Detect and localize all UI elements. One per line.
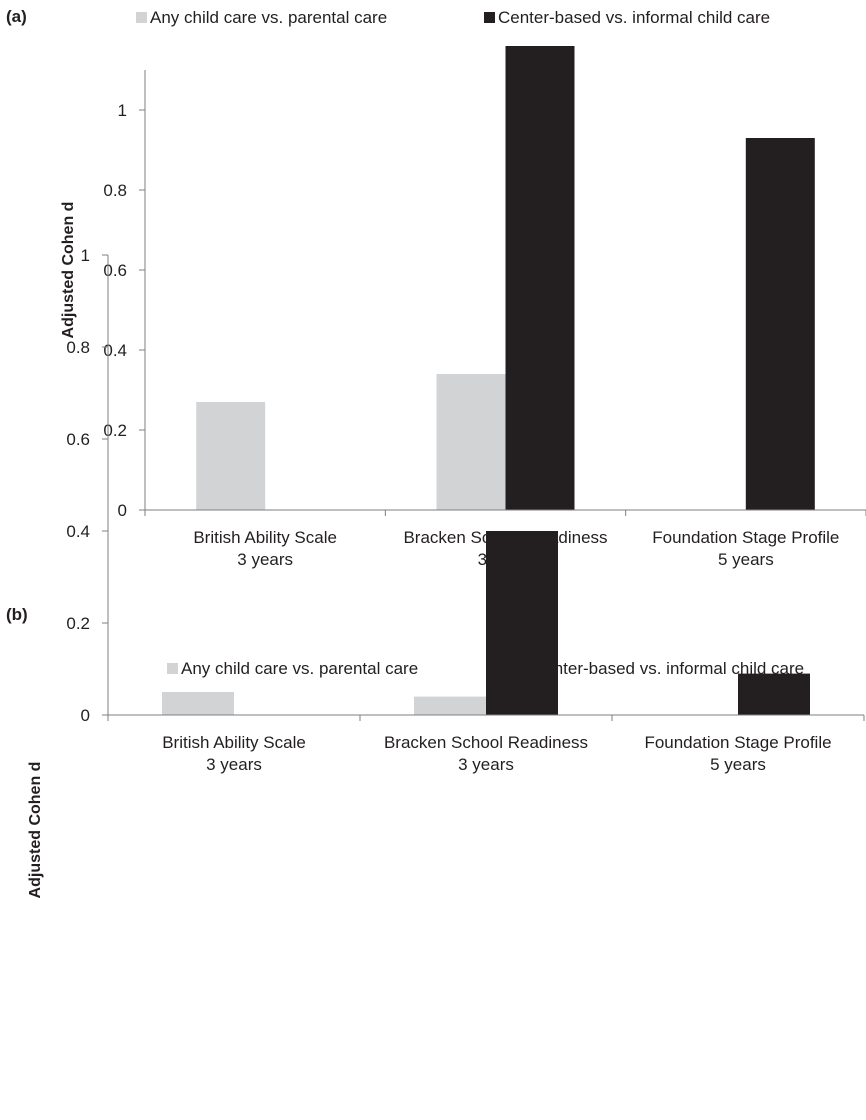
legend-a-label-any: Any child care vs. parental care [150, 8, 387, 27]
legend-b-label-any: Any child care vs. parental care [181, 659, 418, 678]
bar-b-series2-cat3 [738, 673, 810, 715]
y-axis-label-a: Adjusted Cohen d [60, 202, 77, 339]
bar-b-series1-cat1 [162, 692, 234, 715]
legend-b: Any child care vs. parental care Center-… [167, 659, 804, 678]
x-tick-label-b-1: British Ability Scale 3 years [162, 733, 306, 774]
bar-a-series2-cat3 [745, 138, 815, 510]
bar-a-series1-cat1 [196, 402, 266, 510]
legend-a-swatch-any [136, 12, 147, 23]
y-ticks-a: 0 0.2 0.4 0.6 0.8 1 [103, 101, 145, 520]
panel-label-a: (a) [6, 7, 27, 26]
y-tick-label-a-5: 1 [118, 101, 127, 120]
y-tick-label-b-3: 0.6 [66, 430, 90, 449]
bars-a [196, 46, 815, 510]
y-tick-label-a-2: 0.4 [103, 341, 127, 360]
x-tick-label-b-2: Bracken School Readiness 3 years [384, 733, 588, 774]
legend-a-label-center: Center-based vs. informal child care [498, 8, 770, 27]
y-tick-label-b-2: 0.4 [66, 522, 90, 541]
x-tick-label-b-3: Foundation Stage Profile 5 years [644, 733, 831, 774]
bars-b [162, 531, 810, 715]
x-tick-label-a-1: British Ability Scale 3 years [193, 528, 337, 569]
y-tick-label-a-0: 0 [118, 501, 127, 520]
y-tick-label-a-3: 0.6 [103, 261, 127, 280]
x-tick-labels-b: British Ability Scale 3 years Bracken Scho… [162, 733, 831, 774]
legend-b-swatch-any [167, 663, 178, 674]
y-tick-label-b-4: 0.8 [66, 338, 90, 357]
legend-b-label-center: Center-based vs. informal child care [532, 659, 804, 678]
chart-panel-a: (a) Any child care vs. parental care Cen… [6, 7, 866, 569]
bar-a-series2-cat2 [505, 46, 575, 510]
x-tick-label-a-3: Foundation Stage Profile 5 years [652, 528, 839, 569]
y-tick-label-b-5: 1 [81, 246, 90, 265]
bar-b-series1-cat2 [414, 696, 486, 715]
y-tick-label-a-4: 0.8 [103, 181, 127, 200]
legend-a: Any child care vs. parental care Center-… [136, 8, 770, 27]
y-tick-label-a-1: 0.2 [103, 421, 127, 440]
bar-a-series1-cat2 [436, 374, 506, 510]
bar-b-series2-cat2 [486, 531, 558, 715]
axes-b [107, 255, 865, 721]
y-ticks-b: 0 0.2 0.4 0.6 0.8 1 [66, 246, 108, 725]
y-axis-label-b: Adjusted Cohen d [27, 762, 44, 899]
y-tick-label-b-1: 0.2 [66, 614, 90, 633]
y-tick-label-b-0: 0 [81, 706, 90, 725]
panel-label-b: (b) [6, 605, 28, 624]
axes-a [144, 70, 866, 516]
legend-a-swatch-center [484, 12, 495, 23]
chart-panel-b: (b) Any child care vs. parental care Cen… [6, 246, 865, 899]
